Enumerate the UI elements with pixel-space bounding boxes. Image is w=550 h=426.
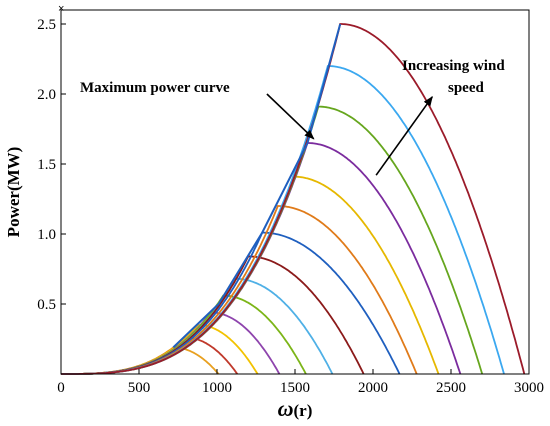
max-power-arrow bbox=[266, 93, 315, 140]
x-axis-unit: (r) bbox=[294, 401, 313, 420]
x-tick-label: 2500 bbox=[436, 380, 466, 396]
power-curve-3 bbox=[61, 324, 259, 375]
power-curve-4 bbox=[61, 311, 281, 375]
power-curve-13 bbox=[61, 65, 505, 375]
max-power-curve-line bbox=[172, 23, 342, 349]
power-curve-7 bbox=[61, 255, 365, 375]
corner-mark: × bbox=[58, 3, 64, 15]
wind-speed-label-line1: Increasing wind bbox=[402, 58, 505, 74]
x-tick-label: 3000 bbox=[514, 380, 544, 396]
wind-speed-label-line2: speed bbox=[448, 80, 484, 96]
x-tick-label: 0 bbox=[57, 380, 65, 396]
max-power-curve-group bbox=[172, 23, 342, 349]
power-curve-14 bbox=[61, 23, 526, 375]
power-curve-5 bbox=[61, 294, 307, 375]
y-tick-label: 0.5 bbox=[37, 297, 56, 313]
y-tick-label: 2.0 bbox=[37, 87, 56, 103]
y-tick-label: 1.5 bbox=[37, 157, 56, 173]
x-axis-ticks: 0 500 1000 1500 2000 2500 3000 bbox=[57, 369, 544, 396]
annotation-arrows bbox=[266, 93, 433, 176]
power-curve-1 bbox=[61, 346, 220, 375]
x-tick-label: 500 bbox=[128, 380, 151, 396]
y-tick-label: 2.5 bbox=[37, 17, 56, 33]
x-axis-label: ω(r) bbox=[278, 396, 313, 421]
y-axis-label: Power(MW) bbox=[4, 147, 23, 238]
x-tick-label: 2000 bbox=[358, 380, 388, 396]
x-tick-label: 1000 bbox=[202, 380, 232, 396]
max-power-curve-label: Maximum power curve bbox=[80, 80, 230, 96]
y-tick-label: 1.0 bbox=[37, 227, 56, 243]
power-curves bbox=[61, 23, 526, 375]
x-tick-label: 1500 bbox=[280, 380, 310, 396]
power-curve-2 bbox=[61, 336, 239, 375]
x-axis-symbol: ω bbox=[278, 396, 294, 421]
y-axis-ticks: 0.5 1.0 1.5 2.0 2.5 bbox=[37, 17, 66, 313]
power-curve-12 bbox=[61, 105, 484, 375]
wind-speed-arrow bbox=[375, 95, 433, 176]
